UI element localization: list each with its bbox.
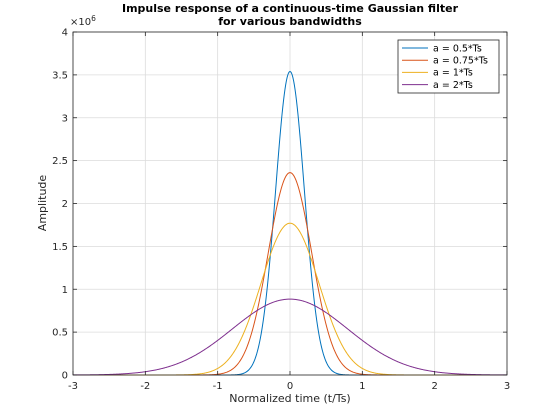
y-tick-label: 2 xyxy=(62,199,68,210)
y-tick-label: 3 xyxy=(62,113,68,124)
y-tick-label: 3.5 xyxy=(52,70,68,81)
y-exponent-power: 6 xyxy=(91,14,96,23)
y-axis-label: Amplitude xyxy=(36,175,49,232)
legend-entry-label: a = 0.75*Ts xyxy=(433,56,488,67)
y-tick-label: 4 xyxy=(62,28,68,39)
y-tick-label: 1 xyxy=(62,285,68,296)
chart-title-line-2: for various bandwidths xyxy=(218,15,362,28)
y-tick-label: 0 xyxy=(62,371,68,382)
x-tick-label: 0 xyxy=(287,381,293,392)
x-tick-label: -3 xyxy=(68,381,78,392)
x-tick-label: 3 xyxy=(504,381,510,392)
x-axis-label: Normalized time (t/Ts) xyxy=(229,392,350,405)
legend-entry-label: a = 0.5*Ts xyxy=(433,43,482,54)
legend-entry-label: a = 2*Ts xyxy=(433,80,473,91)
x-tick-label: -1 xyxy=(213,381,223,392)
y-exponent-label: ×106 xyxy=(70,14,96,28)
y-tick-label: 1.5 xyxy=(52,242,68,253)
x-tick-label: 2 xyxy=(431,381,437,392)
chart-title-line-1: Impulse response of a continuous-time Ga… xyxy=(122,2,459,15)
y-tick-label: 2.5 xyxy=(52,156,68,167)
y-tick-label: 0.5 xyxy=(52,328,68,339)
x-tick-label: -2 xyxy=(140,381,150,392)
y-exponent-base: ×10 xyxy=(70,17,91,28)
legend: a = 0.5*Ts a = 0.75*Tsa = 1*Tsa = 2*Ts xyxy=(397,39,500,94)
x-tick-label: 1 xyxy=(359,381,365,392)
legend-entry-label: a = 1*Ts xyxy=(433,68,473,79)
axis-ticks: -3 -2 -1 0 1 2 3 0 0.5 1 1.5 2 2.5 3 3.5 4 xyxy=(52,28,510,393)
